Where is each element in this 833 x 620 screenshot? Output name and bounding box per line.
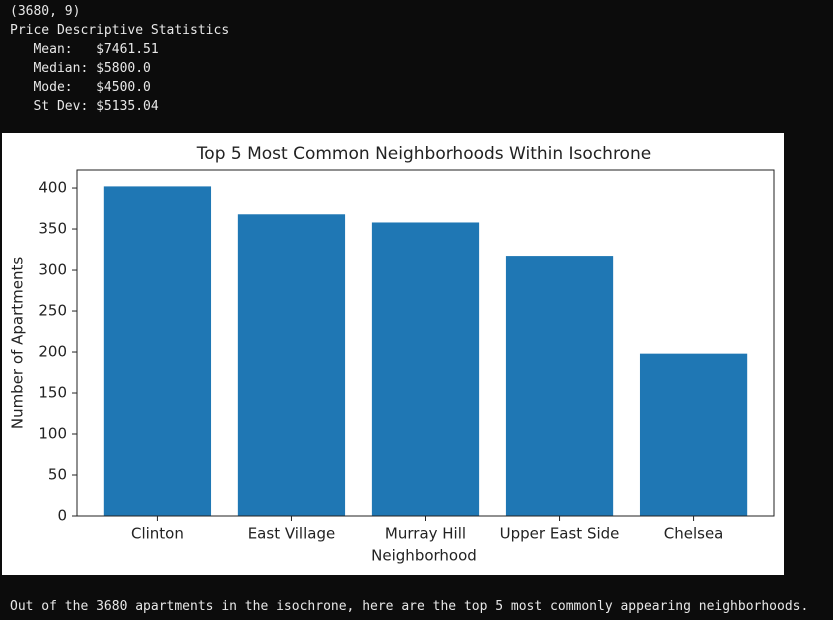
- y-tick-label: 150: [38, 384, 67, 402]
- output-line: Mean: $7461.51: [10, 42, 159, 57]
- bar: [237, 214, 346, 516]
- y-axis-label: Number of Apartments: [9, 257, 27, 430]
- chart-title: Top 5 Most Common Neighborhoods Within I…: [196, 144, 651, 164]
- y-tick-label: 0: [57, 507, 67, 525]
- bar: [103, 186, 212, 516]
- x-tick-label: East Village: [248, 525, 336, 543]
- bar: [639, 353, 748, 516]
- y-tick-label: 350: [38, 220, 67, 238]
- bar: [505, 256, 614, 516]
- x-axis-label: Neighborhood: [371, 547, 477, 565]
- y-tick-label: 400: [38, 179, 67, 197]
- output-line: Mode: $4500.0: [10, 80, 151, 95]
- plot-frame: [76, 169, 775, 517]
- output-line: Median: $5800.0: [10, 61, 151, 76]
- x-tick-label: Upper East Side: [500, 525, 620, 543]
- y-tick-label: 100: [38, 425, 67, 443]
- chart: Top 5 Most Common Neighborhoods Within I…: [2, 133, 784, 575]
- x-tick-label: Murray Hill: [385, 525, 466, 543]
- output-line: Price Descriptive Statistics: [10, 23, 230, 38]
- bar: [371, 222, 480, 516]
- x-tick-label: Clinton: [131, 525, 184, 543]
- y-tick-label: 300: [38, 261, 67, 279]
- output-line: (3680, 9): [10, 4, 81, 19]
- y-tick-label: 200: [38, 343, 67, 361]
- footer-text: Out of the 3680 apartments in the isochr…: [10, 599, 809, 614]
- x-tick-label: Chelsea: [664, 525, 724, 543]
- text-output: (3680, 9) Price Descriptive Statistics Me…: [10, 2, 229, 116]
- y-tick-label: 50: [48, 466, 67, 484]
- y-tick-label: 250: [38, 302, 67, 320]
- output-line: St Dev: $5135.04: [10, 99, 159, 114]
